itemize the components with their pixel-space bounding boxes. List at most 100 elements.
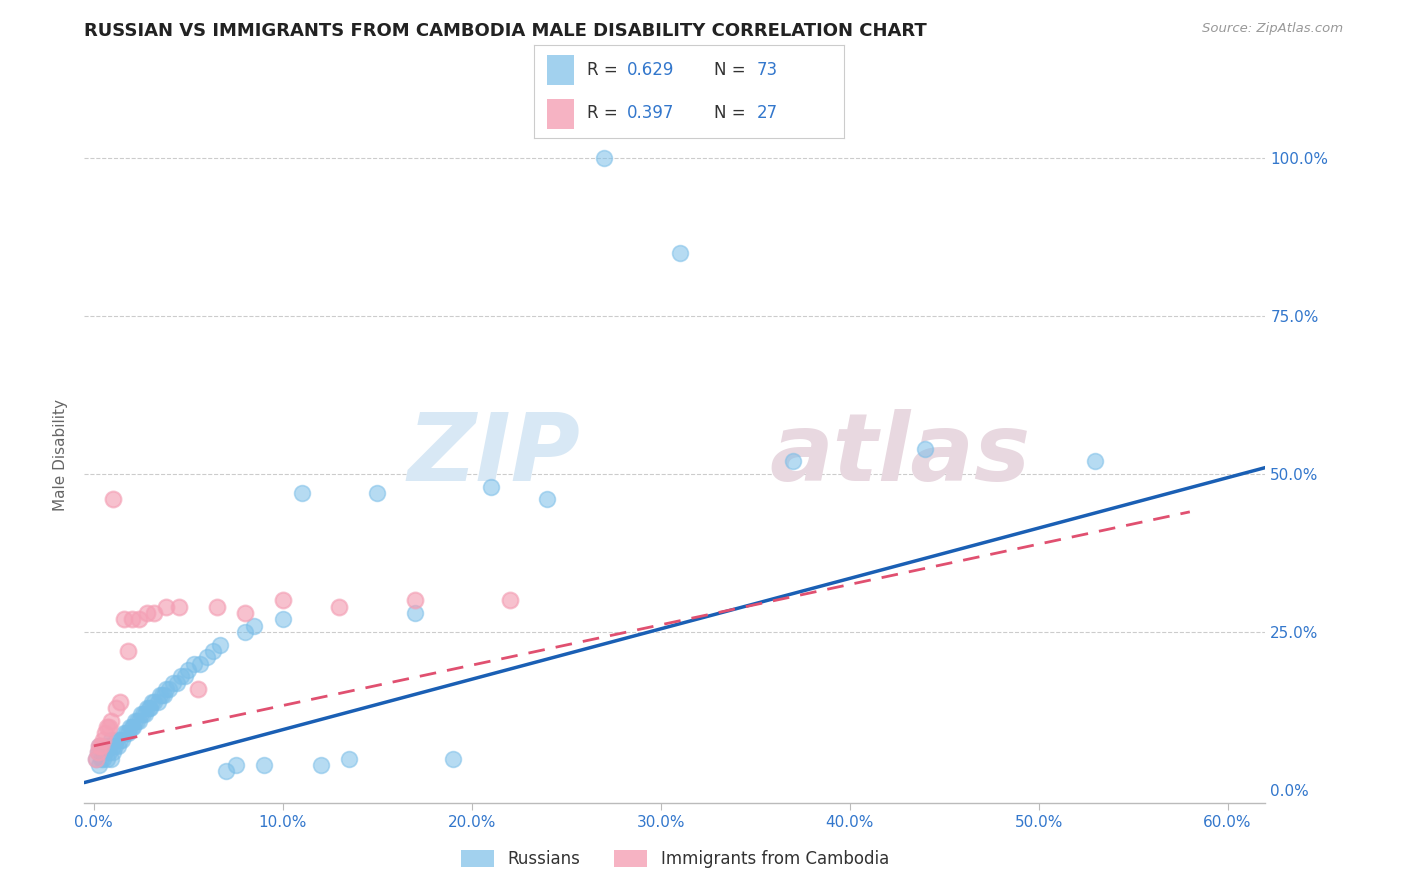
Point: [291, 486, 314, 500]
Text: 73: 73: [756, 61, 778, 78]
Point: [115, 726, 138, 740]
Point: [309, 757, 332, 772]
Point: [135, 701, 157, 715]
Point: [337, 751, 360, 765]
Point: [243, 618, 266, 632]
Point: [91, 751, 114, 765]
Point: [117, 726, 139, 740]
Point: [101, 745, 124, 759]
Point: [89, 739, 111, 753]
Point: [173, 669, 195, 683]
Point: [112, 612, 135, 626]
Point: [107, 739, 129, 753]
Point: [101, 739, 124, 753]
Point: [97, 739, 120, 753]
Point: [225, 757, 247, 772]
Text: N =: N =: [714, 104, 751, 122]
Point: [127, 714, 149, 728]
Point: [271, 612, 294, 626]
FancyBboxPatch shape: [547, 55, 575, 85]
Point: [110, 732, 132, 747]
Point: [177, 663, 200, 677]
Point: [122, 720, 145, 734]
Point: [94, 745, 117, 759]
Point: [110, 695, 132, 709]
Text: atlas: atlas: [769, 409, 1031, 501]
Point: [188, 657, 211, 671]
Point: [101, 492, 124, 507]
Point: [86, 745, 108, 759]
Point: [91, 745, 114, 759]
Point: [157, 681, 180, 696]
Point: [668, 245, 690, 260]
Point: [782, 454, 804, 468]
Point: [162, 675, 184, 690]
Point: [152, 688, 174, 702]
Text: ZIP: ZIP: [408, 409, 581, 501]
Point: [183, 657, 205, 671]
Point: [149, 688, 172, 702]
Point: [94, 726, 117, 740]
Point: [170, 669, 193, 683]
Text: R =: R =: [586, 61, 623, 78]
Point: [195, 650, 218, 665]
Point: [215, 764, 238, 779]
Y-axis label: Male Disability: Male Disability: [53, 399, 69, 511]
Point: [84, 751, 107, 765]
Point: [128, 714, 150, 728]
Point: [90, 739, 112, 753]
Point: [914, 442, 936, 456]
Point: [132, 707, 155, 722]
Point: [118, 720, 141, 734]
FancyBboxPatch shape: [547, 99, 575, 129]
Point: [96, 739, 118, 753]
Point: [100, 751, 122, 765]
Point: [404, 606, 426, 620]
Point: [253, 757, 276, 772]
Point: [233, 606, 256, 620]
Text: RUSSIAN VS IMMIGRANTS FROM CAMBODIA MALE DISABILITY CORRELATION CHART: RUSSIAN VS IMMIGRANTS FROM CAMBODIA MALE…: [84, 22, 927, 40]
Point: [271, 593, 294, 607]
Point: [166, 675, 188, 690]
Point: [97, 720, 120, 734]
Point: [366, 486, 388, 500]
Point: [150, 688, 173, 702]
Point: [100, 732, 122, 747]
Point: [139, 701, 162, 715]
Point: [86, 745, 108, 759]
Point: [105, 732, 128, 747]
Point: [187, 681, 209, 696]
Point: [143, 695, 166, 709]
Point: [84, 751, 107, 765]
Point: [121, 612, 143, 626]
Text: R =: R =: [586, 104, 623, 122]
Point: [141, 695, 163, 709]
Point: [593, 151, 616, 165]
Point: [105, 701, 128, 715]
Point: [128, 612, 150, 626]
Point: [129, 707, 152, 722]
Point: [104, 739, 127, 753]
Point: [479, 479, 502, 493]
Point: [89, 757, 111, 772]
Point: [143, 606, 166, 620]
Point: [97, 745, 120, 759]
Point: [201, 644, 224, 658]
Text: 0.397: 0.397: [627, 104, 675, 122]
Point: [135, 606, 157, 620]
Text: Source: ZipAtlas.com: Source: ZipAtlas.com: [1202, 22, 1343, 36]
Point: [91, 732, 114, 747]
Point: [124, 714, 146, 728]
Point: [209, 638, 232, 652]
Point: [1084, 454, 1107, 468]
Point: [111, 732, 134, 747]
Point: [100, 714, 122, 728]
Point: [167, 599, 190, 614]
Legend: Russians, Immigrants from Cambodia: Russians, Immigrants from Cambodia: [454, 843, 896, 874]
Point: [205, 599, 228, 614]
Point: [233, 625, 256, 640]
Text: N =: N =: [714, 61, 751, 78]
Point: [138, 701, 160, 715]
Text: 27: 27: [756, 104, 778, 122]
Point: [155, 681, 177, 696]
